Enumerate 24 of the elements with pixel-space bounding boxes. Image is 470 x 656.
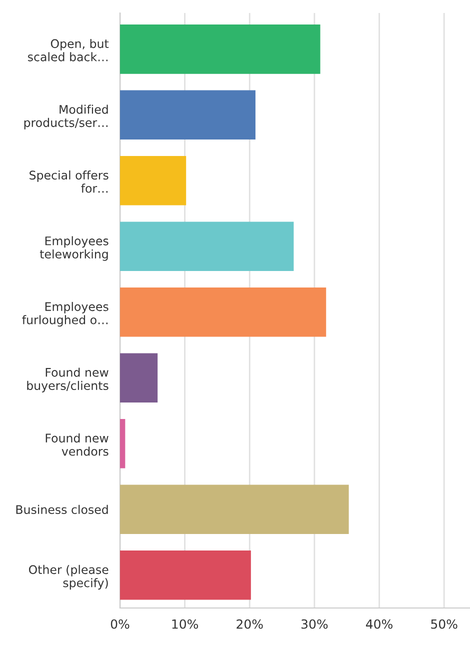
- y-tick-label: Found new buyers/clients: [27, 368, 108, 392]
- y-tick-label: Employees furloughed o…: [22, 302, 108, 327]
- x-tick-label: 10%: [172, 619, 198, 629]
- y-tick-label: Special offers for…: [30, 170, 108, 193]
- bar: [120, 353, 158, 403]
- y-tick-label: Other (please specify): [28, 564, 108, 590]
- y-tick-label: Open, but scaled back…: [28, 38, 109, 62]
- bar: [120, 550, 251, 600]
- y-tick-label: Employees teleworking: [40, 236, 108, 261]
- y-tick-label: Modified products/ser…: [24, 104, 108, 130]
- x-tick-label: 30%: [302, 619, 328, 629]
- x-tick-label: 50%: [431, 619, 458, 629]
- bar: [120, 24, 320, 74]
- x-tick-label: 40%: [366, 619, 392, 629]
- y-tick-label: Found new vendors: [46, 433, 108, 456]
- x-tick-label: 0%: [110, 619, 130, 629]
- bar: [120, 484, 349, 534]
- y-tick-label: Business closed: [16, 504, 108, 514]
- bar: [120, 287, 326, 337]
- bar: [120, 222, 294, 272]
- bar: [120, 418, 126, 468]
- x-tick-label: 20%: [236, 619, 263, 629]
- bar: [120, 156, 186, 206]
- bar: [120, 90, 256, 140]
